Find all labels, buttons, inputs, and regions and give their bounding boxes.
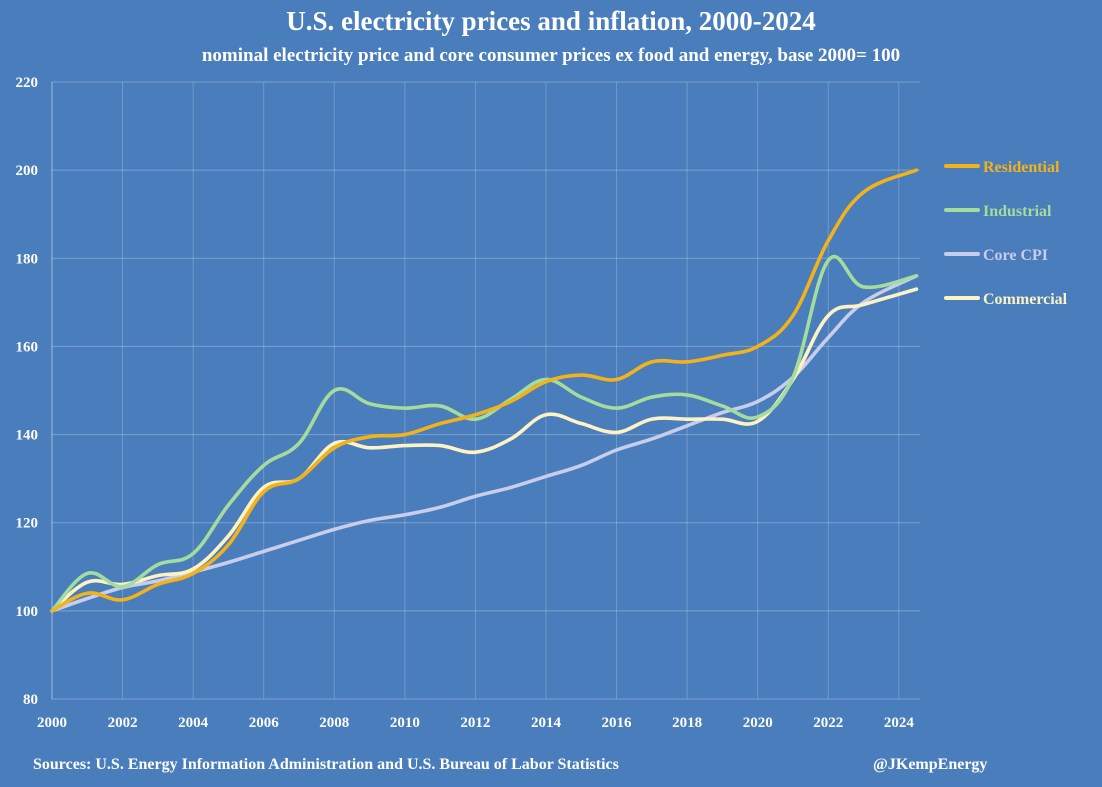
y-tick-label: 200 (16, 163, 39, 179)
y-tick-label: 100 (16, 604, 39, 620)
legend-label-residential: Residential (983, 159, 1060, 176)
legend-label-core-cpi: Core CPI (983, 247, 1048, 264)
x-tick-label: 2006 (249, 715, 280, 731)
y-tick-label: 180 (16, 251, 39, 267)
y-tick-label: 220 (16, 75, 39, 91)
x-tick-label: 2004 (178, 715, 209, 731)
legend: Residential Industrial Core CPI Commercial (944, 159, 1068, 308)
x-tick-label: 2012 (460, 715, 490, 731)
y-tick-label: 80 (23, 692, 38, 708)
series-lines (50, 168, 919, 613)
legend-label-commercial: Commercial (983, 291, 1068, 308)
series-line-residential (50, 168, 919, 613)
y-tick-label: 160 (16, 339, 39, 355)
x-tick-label: 2024 (884, 715, 915, 731)
x-tick-label: 2000 (37, 715, 67, 731)
source-note: Sources: U.S. Energy Information Adminis… (33, 756, 619, 773)
x-tick-label: 2008 (319, 715, 349, 731)
x-tick-label: 2022 (813, 715, 843, 731)
x-tick-label: 2010 (390, 715, 420, 731)
y-tick-label: 120 (16, 516, 39, 532)
series-line-commercial (50, 287, 919, 613)
y-axis-ticks: 80 100 120 140 160 180 200 220 (16, 75, 39, 708)
x-tick-label: 2016 (602, 715, 633, 731)
x-tick-label: 2018 (672, 715, 702, 731)
grid (51, 81, 920, 700)
x-tick-label: 2002 (108, 715, 138, 731)
y-tick-label: 140 (16, 428, 39, 444)
author-handle: @JKempEnergy (873, 756, 988, 773)
x-tick-label: 2014 (531, 715, 562, 731)
chart-title: U.S. electricity prices and inflation, 2… (286, 6, 816, 36)
series-line-industrial (50, 255, 919, 613)
x-axis-ticks: 2000 2002 2004 2006 2008 2010 2012 2014 2016 2018… (37, 715, 914, 731)
legend-label-industrial: Industrial (983, 203, 1052, 220)
x-tick-label: 2020 (743, 715, 773, 731)
chart-subtitle: nominal electricity price and core consu… (201, 45, 901, 66)
